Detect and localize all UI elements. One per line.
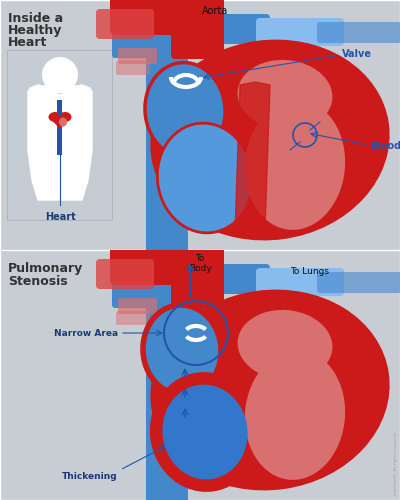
Text: Right
Atrium: Right Atrium [168, 336, 198, 354]
Text: To
Body: To Body [189, 254, 211, 274]
FancyBboxPatch shape [146, 0, 188, 252]
Ellipse shape [48, 112, 62, 122]
Ellipse shape [150, 372, 260, 492]
Text: Heart: Heart [8, 36, 47, 49]
Ellipse shape [145, 62, 225, 158]
FancyBboxPatch shape [182, 264, 270, 294]
FancyBboxPatch shape [256, 268, 344, 296]
Text: Blood: Blood [370, 141, 400, 151]
Text: Left
Ventricle: Left Ventricle [280, 150, 320, 170]
Text: Narrow Area: Narrow Area [54, 328, 118, 338]
FancyBboxPatch shape [118, 48, 157, 64]
Bar [57, 100, 62, 115]
Text: Stenosis: Stenosis [8, 275, 68, 288]
Polygon shape [28, 85, 92, 200]
Ellipse shape [59, 118, 67, 126]
FancyBboxPatch shape [317, 22, 400, 43]
Text: Inside a: Inside a [8, 12, 63, 25]
FancyBboxPatch shape [182, 14, 270, 44]
Ellipse shape [150, 40, 390, 240]
Ellipse shape [245, 350, 345, 480]
Text: Left
Atrium: Left Atrium [270, 80, 300, 100]
Text: To Lungs: To Lungs [290, 268, 330, 276]
Ellipse shape [245, 100, 345, 230]
Text: Right
Ventricle: Right Ventricle [185, 176, 225, 195]
Text: Heart: Heart [45, 212, 75, 222]
Text: KidsHealth. All rights reserved.: KidsHealth. All rights reserved. [394, 432, 398, 495]
Ellipse shape [143, 305, 221, 395]
Polygon shape [235, 82, 270, 235]
Text: Valve: Valve [342, 49, 372, 59]
FancyBboxPatch shape [96, 9, 154, 39]
Ellipse shape [157, 123, 253, 233]
Polygon shape [50, 117, 70, 128]
Circle shape [42, 57, 78, 93]
FancyBboxPatch shape [112, 282, 158, 308]
Bar [57, 120, 62, 155]
FancyBboxPatch shape [112, 32, 158, 58]
Text: Healthy: Healthy [8, 24, 62, 37]
FancyBboxPatch shape [171, 0, 224, 59]
Text: Right
Ventricle: Right Ventricle [185, 430, 225, 450]
Text: Aorta: Aorta [202, 6, 228, 16]
Ellipse shape [150, 290, 390, 490]
FancyBboxPatch shape [256, 18, 344, 46]
Polygon shape [53, 87, 67, 92]
FancyBboxPatch shape [146, 248, 188, 500]
FancyBboxPatch shape [116, 61, 150, 75]
FancyBboxPatch shape [110, 0, 205, 35]
FancyBboxPatch shape [317, 272, 400, 293]
Ellipse shape [238, 60, 332, 130]
FancyBboxPatch shape [118, 28, 152, 42]
FancyBboxPatch shape [116, 18, 145, 30]
Text: Pulmonary: Pulmonary [8, 262, 83, 275]
Text: Right
Atrium: Right Atrium [168, 92, 198, 112]
Text: Thickening: Thickening [62, 472, 118, 481]
Text: Septum: Septum [261, 196, 275, 228]
Ellipse shape [238, 310, 332, 380]
FancyBboxPatch shape [116, 268, 145, 280]
Ellipse shape [58, 112, 72, 122]
Ellipse shape [162, 384, 248, 480]
FancyBboxPatch shape [96, 259, 154, 289]
FancyBboxPatch shape [110, 245, 205, 285]
FancyBboxPatch shape [118, 298, 157, 314]
Text: Left
Atrium: Left Atrium [270, 332, 300, 351]
FancyBboxPatch shape [118, 278, 152, 292]
FancyBboxPatch shape [171, 246, 224, 309]
Bar [7, 50, 112, 220]
Text: Left
Ventricle: Left Ventricle [280, 400, 320, 419]
FancyBboxPatch shape [116, 311, 150, 325]
